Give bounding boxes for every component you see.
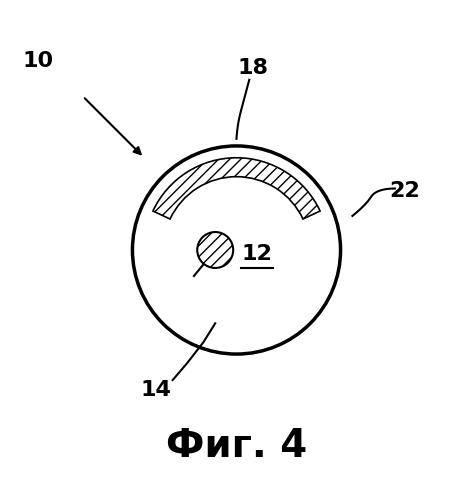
Text: 14: 14 bbox=[140, 380, 172, 400]
Text: 12: 12 bbox=[241, 244, 272, 264]
Text: 22: 22 bbox=[389, 181, 420, 201]
Text: Фиг. 4: Фиг. 4 bbox=[166, 428, 307, 466]
Circle shape bbox=[197, 232, 233, 268]
Text: 18: 18 bbox=[237, 58, 269, 78]
Wedge shape bbox=[153, 158, 320, 219]
Text: 10: 10 bbox=[22, 51, 53, 71]
